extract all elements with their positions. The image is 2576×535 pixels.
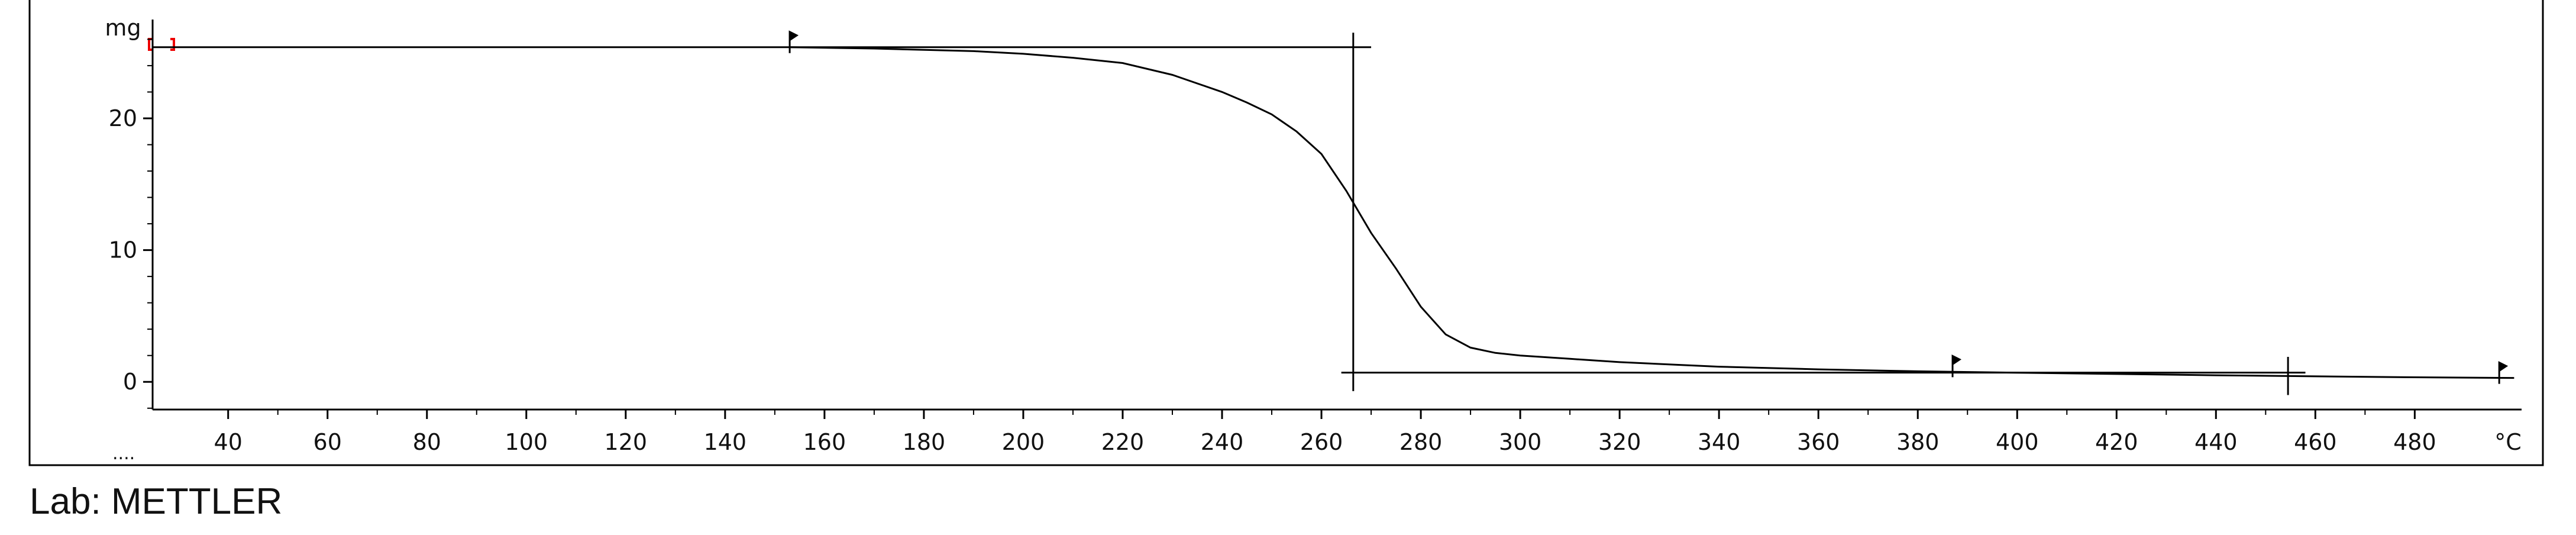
x-tick-label: 160 (803, 429, 846, 455)
x-tick-label: 200 (1002, 429, 1045, 455)
x-tick-label: 300 (1499, 429, 1542, 455)
x-tick-label: 120 (605, 429, 648, 455)
x-tick-label: 80 (413, 429, 441, 455)
x-tick-label: 480 (2393, 429, 2436, 455)
footer: Lab: METTLER (30, 481, 282, 522)
y-tick-label: 20 (109, 105, 137, 131)
corner-note: .... (112, 443, 135, 464)
flag (788, 30, 799, 53)
x-tick-label: 180 (903, 429, 946, 455)
flag (1951, 354, 1962, 378)
tga-curve (790, 46, 2514, 379)
x-tick-label: 220 (1101, 429, 1145, 455)
x-tick-label: 280 (1399, 429, 1443, 455)
x-tick-label: 140 (704, 429, 747, 455)
x-tick-label: 240 (1201, 429, 1244, 455)
x-tick-label: 420 (2095, 429, 2138, 455)
y-axis-label: mg (105, 15, 141, 41)
y-tick-label: 0 (123, 369, 137, 395)
x-tick-label: 400 (1996, 429, 2039, 455)
flag (2498, 361, 2509, 384)
x-tick-label: 320 (1598, 429, 1641, 455)
x-axis-label: °C (2494, 429, 2522, 455)
x-tick-label: 360 (1797, 429, 1840, 455)
x-tick-label: 100 (505, 429, 548, 455)
y-tick-label: 10 (109, 237, 137, 263)
x-tick-label: 260 (1300, 429, 1343, 455)
x-tick-label: 340 (1698, 429, 1741, 455)
x-tick-label: 40 (214, 429, 243, 455)
x-tick-label: 60 (313, 429, 342, 455)
frame (28, 0, 2544, 466)
x-tick-label: 460 (2294, 429, 2337, 455)
x-tick-label: 440 (2194, 429, 2238, 455)
x-tick-label: 380 (1896, 429, 1940, 455)
